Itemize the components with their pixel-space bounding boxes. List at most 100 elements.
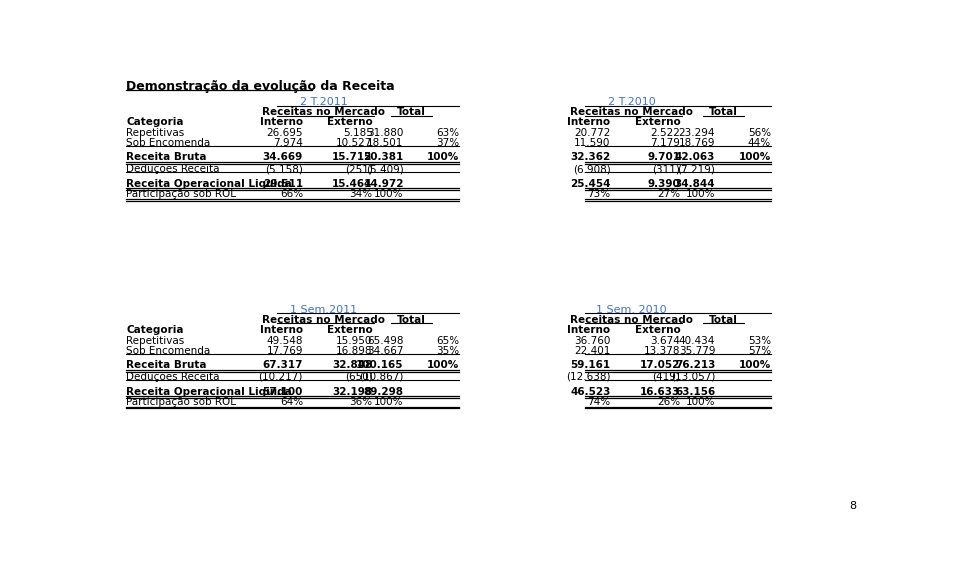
Text: (5.409): (5.409) [366,164,403,174]
Text: 56%: 56% [748,128,771,138]
Text: Categoria: Categoria [126,117,183,127]
Text: 36%: 36% [349,397,372,407]
Text: Deduções Receita: Deduções Receita [126,164,220,174]
Text: Total: Total [708,107,737,117]
Text: 8: 8 [850,500,856,510]
Text: 23.294: 23.294 [679,128,715,138]
Text: 34.844: 34.844 [675,179,715,189]
Text: Deduções Receita: Deduções Receita [126,372,220,382]
Text: Interno: Interno [260,117,303,127]
Text: Externo: Externo [635,325,681,335]
Text: 34.669: 34.669 [263,152,303,162]
Text: 59.161: 59.161 [570,360,611,370]
Text: 22.401: 22.401 [574,346,611,356]
Text: Sob Encomenda: Sob Encomenda [126,138,210,148]
Text: 7.179: 7.179 [651,138,681,148]
Text: 66%: 66% [279,189,303,199]
Text: 10.527: 10.527 [336,138,372,148]
Text: 63%: 63% [437,128,460,138]
Text: 31.880: 31.880 [368,128,403,138]
Text: Externo: Externo [635,117,681,127]
Text: Total: Total [397,107,426,117]
Text: 7.974: 7.974 [273,138,303,148]
Text: 27%: 27% [658,189,681,199]
Text: 9.390: 9.390 [648,179,681,189]
Text: (5.158): (5.158) [265,164,303,174]
Text: 15.461: 15.461 [332,179,372,189]
Text: 100%: 100% [427,360,460,370]
Text: 9.701: 9.701 [647,152,681,162]
Text: 18.501: 18.501 [368,138,403,148]
Text: (650): (650) [345,372,372,382]
Text: Externo: Externo [327,325,372,335]
Text: Participação sob ROL: Participação sob ROL [126,397,236,407]
Text: 50.381: 50.381 [364,152,403,162]
Text: 57%: 57% [748,346,771,356]
Text: 76.213: 76.213 [675,360,715,370]
Text: Receitas no Mercado: Receitas no Mercado [262,107,385,117]
Text: 16.633: 16.633 [640,387,681,397]
Text: 13.378: 13.378 [644,346,681,356]
Text: Interno: Interno [567,325,611,335]
Text: 100%: 100% [685,397,715,407]
Text: 36.760: 36.760 [574,336,611,346]
Text: 16.898: 16.898 [336,346,372,356]
Text: (10.217): (10.217) [258,372,303,382]
Text: 35.779: 35.779 [679,346,715,356]
Text: 35%: 35% [437,346,460,356]
Text: (419): (419) [653,372,681,382]
Text: Receitas no Mercado: Receitas no Mercado [262,315,385,325]
Text: 89.298: 89.298 [364,387,403,397]
Text: (12.638): (12.638) [566,372,611,382]
Text: Receita Operacional Liquida: Receita Operacional Liquida [126,179,292,189]
Text: 2 T.2010: 2 T.2010 [608,97,656,107]
Text: 42.063: 42.063 [675,152,715,162]
Text: Receitas no Mercado: Receitas no Mercado [570,315,693,325]
Text: (13.057): (13.057) [671,372,715,382]
Text: 40.434: 40.434 [679,336,715,346]
Text: Receita Operacional Liquida: Receita Operacional Liquida [126,387,292,397]
Text: 34.667: 34.667 [367,346,403,356]
Text: Total: Total [397,315,426,325]
Text: 26%: 26% [658,397,681,407]
Text: 29.511: 29.511 [263,179,303,189]
Text: 100%: 100% [739,360,771,370]
Text: 32.198: 32.198 [332,387,372,397]
Text: Repetitivas: Repetitivas [126,128,184,138]
Text: 1 Sem. 2010: 1 Sem. 2010 [596,305,667,315]
Text: 2.522: 2.522 [651,128,681,138]
Text: 18.769: 18.769 [679,138,715,148]
Text: 100%: 100% [374,397,403,407]
Text: 74%: 74% [588,397,611,407]
Text: 17.769: 17.769 [266,346,303,356]
Text: 49.548: 49.548 [266,336,303,346]
Text: Demonstração da evolução da Receita: Demonstração da evolução da Receita [126,80,395,93]
Text: Interno: Interno [567,117,611,127]
Text: 5.185: 5.185 [343,128,372,138]
Text: Participação sob ROL: Participação sob ROL [126,189,236,199]
Text: Receitas no Mercado: Receitas no Mercado [570,107,693,117]
Text: Repetitivas: Repetitivas [126,336,184,346]
Text: (10.867): (10.867) [359,372,403,382]
Text: 17.052: 17.052 [640,360,681,370]
Text: 15.712: 15.712 [332,152,372,162]
Text: 2 T.2011: 2 T.2011 [300,97,348,107]
Text: (7.219): (7.219) [678,164,715,174]
Text: 100%: 100% [685,189,715,199]
Text: 63.156: 63.156 [675,387,715,397]
Text: 65.498: 65.498 [367,336,403,346]
Text: 46.523: 46.523 [570,387,611,397]
Text: 11.590: 11.590 [574,138,611,148]
Text: 15.950: 15.950 [336,336,372,346]
Text: 64%: 64% [279,397,303,407]
Text: (251): (251) [345,164,372,174]
Text: 65%: 65% [437,336,460,346]
Text: 3.674: 3.674 [651,336,681,346]
Text: 32.362: 32.362 [570,152,611,162]
Text: 100%: 100% [427,152,460,162]
Text: Sob Encomenda: Sob Encomenda [126,346,210,356]
Text: 53%: 53% [748,336,771,346]
Text: 1 Sem.2011: 1 Sem.2011 [290,305,357,315]
Text: Receita Bruta: Receita Bruta [126,360,206,370]
Text: (6.908): (6.908) [573,164,611,174]
